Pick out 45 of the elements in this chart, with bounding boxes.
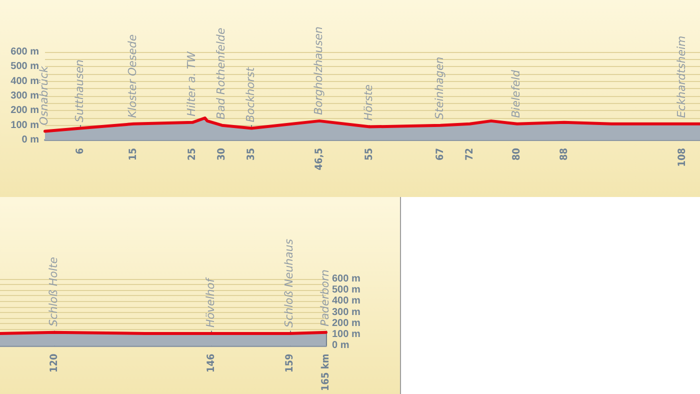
annotation: Bielefeld (510, 68, 523, 118)
annotation: Kloster Oesede (126, 34, 140, 118)
x-tick-label: 67 (434, 148, 446, 161)
x-tick-label: 30 (216, 148, 228, 161)
annotation: Bockhorst (244, 66, 258, 122)
x-tick-label: 165 km (320, 354, 332, 391)
x-tick-label: 120 (48, 354, 60, 373)
annotation: Sutthausen (72, 60, 86, 122)
y-tick-label: 100 m (332, 329, 360, 340)
annotation: Eckhardtsheim (674, 36, 688, 118)
y-tick-label: 200 m (10, 105, 40, 116)
annotation: Hilter a. TW (185, 50, 198, 116)
x-tick-label: 46,5 (314, 148, 325, 170)
x-tick-label: 80 (512, 148, 523, 161)
y-tick-label: 600 m (332, 274, 360, 284)
annotation: Osnabrück (38, 66, 50, 126)
annotation: Schloß Holte (46, 256, 60, 326)
x-tick-label: 25 (187, 148, 198, 161)
y-tick-label: 0 m (332, 340, 350, 352)
x-tick-label: 72 (464, 148, 476, 161)
y-tick-label: 0 m (22, 134, 40, 146)
y-tick-label: 400 m (10, 76, 40, 87)
x-tick-label: 6 (74, 148, 86, 154)
annotation: Borgholzhausen (312, 26, 325, 115)
x-tick-label: 55 (364, 148, 376, 161)
y-tick-label: 500 m (10, 61, 40, 72)
annotation: Paderborn (318, 270, 332, 326)
y-tick-label: 400 m (332, 296, 360, 307)
y-tick-label: 300 m (10, 90, 40, 102)
y-tick-label: 200 m (332, 318, 360, 329)
y-tick-label: 100 m (10, 120, 40, 131)
x-tick-label: 146 (206, 354, 217, 373)
annotation: Schloß Neuhaus (282, 238, 296, 328)
x-tick-label: 15 (128, 148, 140, 161)
annotation: Hövelhof (204, 276, 217, 328)
annotation: Steinhagen (432, 56, 446, 120)
y-tick-label: 600 m (10, 46, 40, 58)
y-tick-label: 500 m (332, 284, 360, 296)
x-tick-label: 88 (558, 148, 570, 161)
annotation: Bad Rothenfelde (214, 27, 228, 120)
x-tick-label: 108 (676, 148, 688, 167)
x-tick-label: 35 (246, 148, 258, 161)
annotation: Hörste (362, 84, 376, 121)
x-tick-label: 159 (284, 354, 296, 373)
y-tick-label: 300 m (332, 306, 360, 318)
